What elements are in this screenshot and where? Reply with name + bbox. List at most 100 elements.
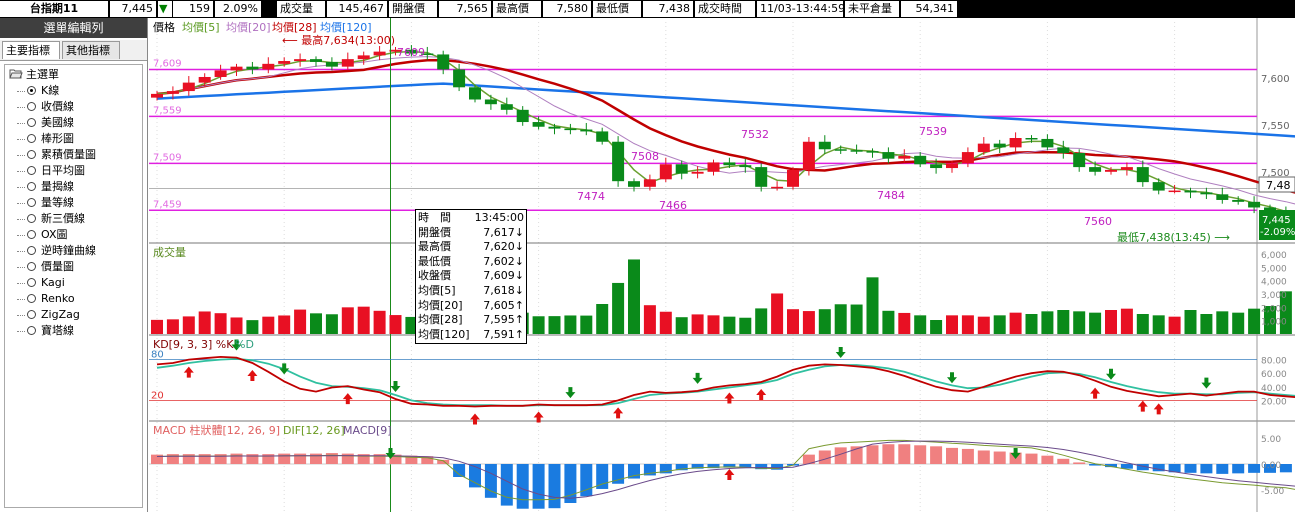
indicator-item[interactable]: 收價線: [17, 99, 74, 115]
tree-root[interactable]: 主選單: [9, 67, 59, 83]
candle-body: [612, 141, 625, 182]
volume-bar: [198, 311, 211, 334]
indicator-item[interactable]: ZigZag: [17, 307, 80, 323]
tree-connector: [17, 266, 25, 268]
candle-body: [230, 66, 243, 71]
point-label: 7466: [659, 199, 687, 212]
radio-icon[interactable]: [27, 278, 36, 287]
indicator-item[interactable]: OX圖: [17, 227, 68, 243]
buy-signal-icon: [342, 393, 353, 405]
indicator-item[interactable]: Kagi: [17, 275, 65, 291]
candle-body: [1025, 138, 1038, 140]
macd-bar: [532, 464, 545, 509]
tree-connector: [17, 314, 25, 316]
radio-icon[interactable]: [27, 262, 36, 271]
radio-icon[interactable]: [27, 230, 36, 239]
kd-tick: 20.00: [1261, 397, 1287, 407]
candle-body: [866, 151, 879, 153]
macd-dif-label: DIF[12, 26]: [283, 424, 345, 437]
ma120-line: [156, 82, 1295, 138]
indicator-item[interactable]: 累積價量圖: [17, 147, 96, 163]
candle-body: [977, 143, 990, 153]
candle-body: [580, 129, 593, 132]
price-tick: 7,600: [1261, 74, 1290, 85]
tooltip-row: 最低價 7,602↓: [418, 255, 524, 270]
volume-bar: [977, 316, 990, 334]
legend-ma120: 均價[120]: [320, 20, 372, 34]
macd-bar: [898, 444, 911, 464]
radio-icon[interactable]: [27, 150, 36, 159]
macd-bar: [1057, 458, 1070, 464]
volume-bar: [1120, 308, 1133, 334]
macd-bar: [707, 464, 720, 469]
volume-bar: [834, 304, 847, 334]
macd-bar: [993, 451, 1006, 464]
macd-bar: [691, 464, 704, 469]
candle-body: [151, 93, 163, 98]
reference-label: 7,609: [153, 58, 182, 69]
quote-bar: 台指期11 7,445 ▼ 159 2.09% 成交量 145,467 開盤價 …: [0, 0, 1295, 18]
indicator-item[interactable]: 價量圖: [17, 259, 74, 275]
tab-other-indicators[interactable]: 其他指標: [62, 41, 120, 59]
tree-root-label: 主選單: [26, 68, 59, 81]
indicator-item[interactable]: Renko: [17, 291, 75, 307]
candle-body: [628, 181, 640, 187]
indicator-item[interactable]: K線: [17, 83, 59, 99]
radio-icon[interactable]: [27, 134, 36, 143]
candle-body: [564, 128, 577, 131]
indicator-item[interactable]: 美國線: [17, 115, 74, 131]
point-label: 7539: [919, 125, 947, 138]
radio-icon[interactable]: [27, 182, 36, 191]
indicator-label: 收價線: [41, 100, 74, 113]
volume-bar: [294, 309, 307, 334]
indicator-label: 累積價量圖: [41, 148, 96, 161]
macd-bar: [723, 464, 736, 468]
candle-body: [500, 104, 513, 110]
tab-main-indicators[interactable]: 主要指標: [2, 41, 60, 59]
trade-time-label: 成交時間: [695, 1, 755, 17]
radio-icon[interactable]: [27, 246, 36, 255]
indicator-item[interactable]: 量等線: [17, 195, 74, 211]
volume-bar: [993, 315, 1006, 334]
indicator-item[interactable]: 寶塔線: [17, 323, 74, 339]
macd-bar: [246, 454, 259, 464]
candle-body: [659, 164, 672, 180]
indicator-label: 日平均圖: [41, 164, 85, 177]
macd-bar: [373, 454, 386, 464]
kd-tick: 80.00: [1261, 357, 1287, 367]
volume-tick: 1,000: [1261, 318, 1287, 328]
radio-icon[interactable]: [27, 294, 36, 303]
radio-icon[interactable]: [27, 118, 36, 127]
volume-bar: [278, 315, 291, 334]
macd-bar: [1105, 464, 1117, 468]
radio-icon[interactable]: [27, 326, 36, 335]
indicator-item[interactable]: 量揭線: [17, 179, 74, 195]
candle-body: [818, 141, 831, 150]
open-interest-label: 未平倉量: [845, 1, 899, 17]
indicator-item[interactable]: 逆時鐘曲線: [17, 243, 96, 259]
open-interest-value: 54,341: [901, 1, 957, 17]
volume-bar: [755, 308, 768, 334]
change-value: 159: [173, 1, 213, 17]
radio-icon[interactable]: [27, 198, 36, 207]
volume-bar: [802, 311, 815, 334]
tree-connector: [17, 90, 25, 92]
indicator-item[interactable]: 棒形圖: [17, 131, 74, 147]
kd-level-low: 20: [151, 390, 164, 401]
macd-bar: [1152, 464, 1165, 472]
volume-value: 145,467: [327, 1, 387, 17]
macd-bar: [1041, 455, 1054, 464]
symbol-name[interactable]: 台指期11: [0, 1, 108, 17]
candle-body: [993, 143, 1006, 148]
reference-label: 7,559: [153, 105, 182, 116]
radio-icon[interactable]: [27, 166, 36, 175]
radio-icon[interactable]: [27, 102, 36, 111]
candle-body: [771, 186, 784, 189]
radio-icon[interactable]: [27, 310, 36, 319]
indicator-item[interactable]: 日平均圖: [17, 163, 85, 179]
tooltip-label: 開盤價: [418, 225, 451, 239]
indicator-item[interactable]: 新三價線: [17, 211, 85, 227]
radio-icon[interactable]: [27, 214, 36, 223]
radio-icon[interactable]: [27, 86, 36, 95]
